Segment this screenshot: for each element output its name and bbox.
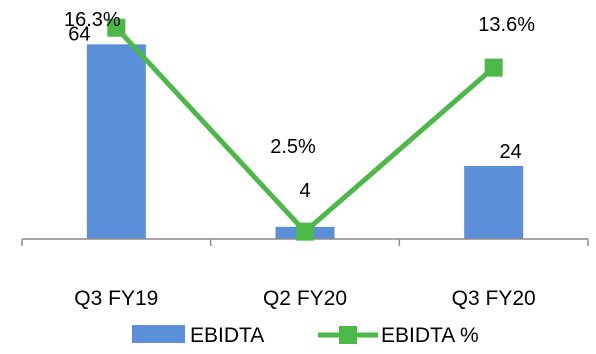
legend-label-ebidta: EBIDTA — [190, 324, 264, 347]
legend-swatch-ebidta — [132, 325, 185, 343]
bar-q3-fy20 — [464, 166, 524, 239]
legend-marker-ebidta-percent — [339, 326, 357, 344]
ticks-layer — [21, 239, 589, 246]
x-tick-label: Q2 FY20 — [263, 287, 347, 310]
ebidta-percent-marker — [107, 18, 126, 37]
ebidta-percent-marker — [296, 222, 314, 241]
line-data-label: 2.5% — [270, 136, 316, 158]
labels-layer: 64 4 24 16.3% 2.5% 13.6% — [64, 9, 535, 202]
line-data-label: 13.6% — [478, 14, 535, 36]
line-data-label: 16.3% — [64, 9, 121, 31]
bar-data-label: 64 — [68, 23, 90, 45]
bar-data-label: 24 — [500, 141, 522, 163]
category-labels: Q3 FY19 Q2 FY20 Q3 FY20 — [74, 287, 535, 310]
line-layer — [107, 18, 503, 241]
legend: EBIDTA EBIDTA % — [132, 324, 479, 347]
legend-label-ebidta-percent: EBIDTA % — [381, 324, 479, 347]
bar-q3-fy19 — [86, 44, 146, 240]
x-tick-label: Q3 FY19 — [74, 287, 158, 310]
x-tick-label: Q3 FY20 — [452, 287, 536, 310]
bars-layer — [86, 44, 524, 240]
ebidta-percent-marker — [484, 58, 503, 77]
bar-data-label: 4 — [299, 180, 310, 202]
